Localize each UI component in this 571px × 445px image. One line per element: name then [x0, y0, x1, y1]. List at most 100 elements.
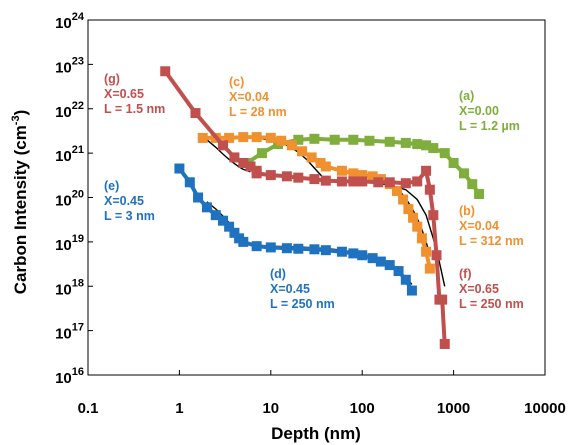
svg-text:Carbon Intensity (cm-3): Carbon Intensity (cm-3) [10, 110, 30, 295]
series-f-point [437, 294, 448, 305]
x-tick-label: 1 [175, 400, 183, 417]
series-annotations: (a) X=0.00 L = 1.2 µm (b) X=0.04 L = 312 nm (c… [104, 72, 524, 311]
series-a-point [467, 179, 478, 190]
series-a-point [309, 133, 320, 144]
series-g-point [229, 152, 240, 163]
series-a-point [293, 134, 304, 145]
y-tick-label: 1021 [55, 144, 84, 165]
y-tick-label: 1018 [55, 277, 84, 298]
y-tick-label: 1022 [55, 100, 84, 121]
y-axis-label: Carbon Intensity (cm-3) [10, 110, 30, 295]
series-c-point [238, 132, 249, 143]
series-f-point [421, 165, 432, 176]
series-f-label: (f) X=0.65 L = 250 nm [459, 267, 524, 311]
series-d [238, 236, 417, 296]
series-c-point [315, 157, 326, 168]
data-series [160, 66, 485, 349]
series-a-point [474, 188, 485, 199]
series-b-point [391, 186, 402, 197]
y-axis-label-sup: -3 [10, 115, 22, 125]
series-e-point [229, 227, 240, 238]
series-g-point [251, 165, 262, 176]
series-g [160, 66, 262, 176]
series-b-point [348, 168, 359, 179]
series-d-point [320, 245, 331, 256]
x-tick-label: 10 [262, 400, 279, 417]
x-tick-label: 10000 [524, 400, 566, 417]
series-c-point [286, 140, 297, 151]
y-tick-label: 1023 [55, 55, 84, 76]
series-a-point [459, 168, 470, 179]
series-e-point [224, 221, 235, 232]
series-d-point [251, 241, 262, 252]
series-f-point [348, 176, 359, 187]
series-b-point [416, 233, 427, 244]
y-tick-label: 1024 [55, 11, 85, 32]
series-f-point [265, 170, 276, 181]
y-tick-label: 1016 [55, 366, 84, 387]
y-axis-label-end: ) [11, 110, 30, 116]
x-tick-label: 100 [350, 400, 375, 417]
series-a-point [256, 148, 267, 159]
series-d-point [375, 256, 386, 267]
series-e-point [234, 233, 245, 244]
series-b-label: (b) X=0.04 L = 312 nm [459, 204, 524, 248]
series-a-point [348, 134, 359, 145]
series-f-point [293, 172, 304, 183]
series-d-label: (d) X=0.45 L = 250 nm [270, 267, 335, 311]
series-c-label: (c) X=0.04 L = 28 nm [229, 75, 287, 119]
series-f-point [384, 177, 395, 188]
series-e-label: (e) X=0.45 L = 3 nm [104, 179, 155, 223]
series-f-point [336, 176, 347, 187]
x-tick-label: 1000 [437, 400, 470, 417]
series-g-point [238, 157, 249, 168]
series-a-point [400, 137, 411, 148]
series-e [174, 163, 245, 244]
series-b-point [424, 263, 435, 274]
series-e-point [210, 210, 221, 221]
series-f-point [424, 184, 435, 195]
series-d-point [293, 243, 304, 254]
series-a-point [384, 136, 395, 147]
series-a-point [448, 157, 459, 168]
series-d-point [309, 244, 320, 255]
series-b-point [336, 165, 347, 176]
series-d-point [367, 253, 378, 264]
series-f-point [428, 210, 439, 221]
series-a-point [439, 148, 450, 159]
series-d-point [281, 243, 292, 254]
x-axis-label: Depth (nm) [271, 424, 361, 443]
series-b-point [398, 194, 409, 205]
series-b-point [403, 204, 414, 215]
series-g-point [190, 108, 201, 119]
series-c-point [306, 152, 317, 163]
series-g-point [218, 140, 229, 151]
series-a-point [428, 143, 439, 154]
series-g-point [245, 161, 256, 172]
series-b-point [320, 161, 331, 172]
y-tick-label: 1017 [55, 322, 84, 343]
series-a-point [364, 135, 375, 146]
series-c-point [276, 135, 287, 146]
series-e-point [193, 192, 204, 203]
series-f [251, 165, 450, 349]
series-c-point [265, 132, 276, 143]
series-b-point [412, 221, 423, 232]
axis-ticks: 0.1 1 10 100 1000 10000 1016 1017 1018 1019 1020 10… [55, 11, 566, 417]
series-b-point [408, 212, 419, 223]
series-f-point [357, 176, 368, 187]
series-e-point [174, 163, 185, 174]
series-d-point [393, 266, 404, 277]
series-e-point [201, 202, 212, 213]
series-d-point [400, 274, 411, 285]
series-e-point [218, 215, 229, 226]
series-g-label: (g) X=0.65 L = 1.5 nm [104, 72, 165, 116]
series-c [197, 132, 326, 168]
series-c-point [297, 146, 308, 157]
series-d-point [348, 248, 359, 259]
series-g-point [160, 66, 171, 77]
series-f-point [400, 178, 411, 189]
series-f-point [439, 338, 450, 349]
series-f-point [373, 177, 384, 188]
